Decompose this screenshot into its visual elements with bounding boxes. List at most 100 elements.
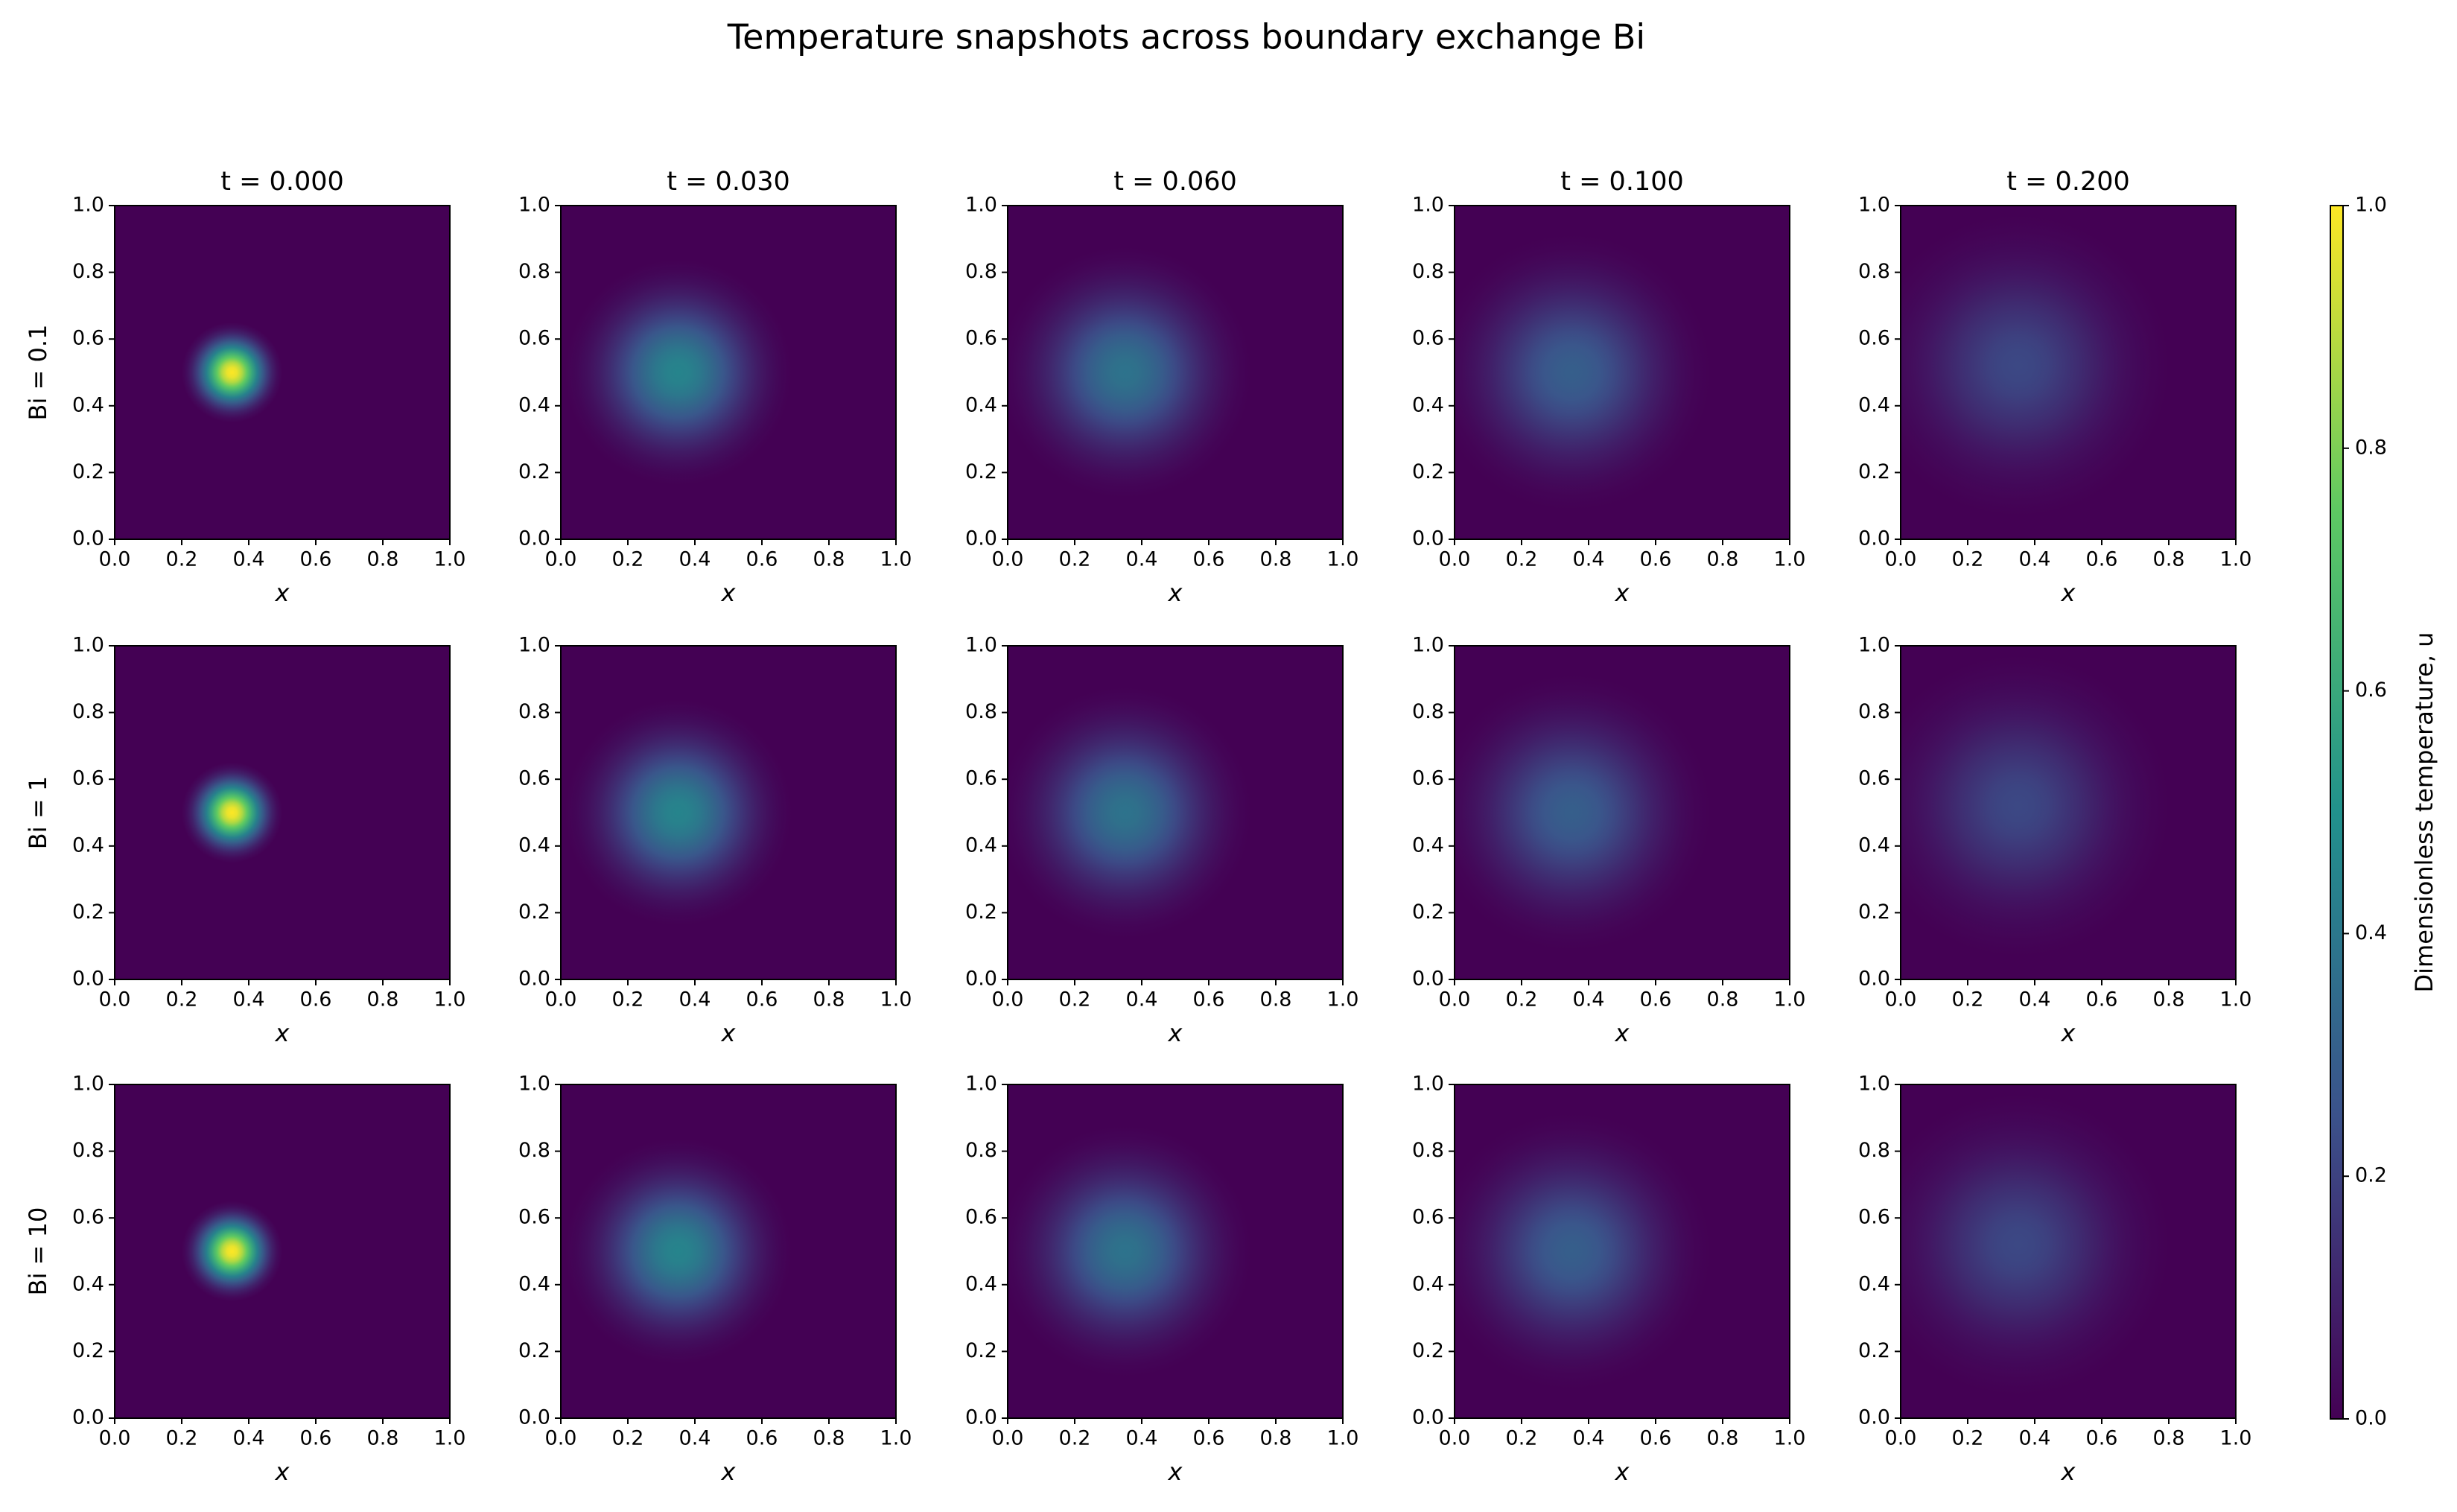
x-tick-label: 0.0 bbox=[1885, 548, 1917, 571]
x-tick-label: 1.0 bbox=[1774, 1427, 1806, 1450]
x-tick-label: 0.8 bbox=[1707, 988, 1739, 1011]
y-tick-label: 0.4 bbox=[1412, 833, 1444, 857]
x-axis-label: x bbox=[721, 579, 737, 607]
x-tick-label: 0.6 bbox=[1193, 548, 1225, 571]
y-tick-label: 0.8 bbox=[1412, 260, 1444, 283]
x-tick-label: 0.8 bbox=[1260, 548, 1292, 571]
x-tick-label: 0.2 bbox=[166, 988, 198, 1011]
x-tick-label: 1.0 bbox=[880, 1427, 912, 1450]
x-axis-label: x bbox=[2061, 579, 2076, 607]
axes-frame bbox=[1900, 205, 2237, 540]
y-tick-label: 0.2 bbox=[965, 1339, 997, 1362]
axes-frame bbox=[560, 205, 897, 540]
x-axis-label: x bbox=[1615, 1019, 1630, 1047]
panel-title: t = 0.100 bbox=[1560, 167, 1684, 197]
x-tick-label: 0.6 bbox=[300, 1427, 332, 1450]
x-tick-label: 0.0 bbox=[1885, 1427, 1917, 1450]
x-axis-label: x bbox=[2061, 1019, 2076, 1047]
axes-frame bbox=[114, 1084, 451, 1419]
x-tick-label: 0.0 bbox=[545, 548, 577, 571]
y-tick-label: 0.8 bbox=[1858, 1139, 1890, 1162]
y-tick-label: 0.2 bbox=[1858, 1339, 1890, 1362]
x-tick-label: 0.4 bbox=[1573, 548, 1605, 571]
x-tick-label: 0.0 bbox=[1439, 1427, 1471, 1450]
y-tick-label: 1.0 bbox=[1412, 634, 1444, 657]
x-tick-label: 1.0 bbox=[1327, 548, 1359, 571]
x-tick-label: 0.4 bbox=[2019, 548, 2051, 571]
y-tick-label: 0.2 bbox=[965, 460, 997, 483]
y-tick-label: 0.6 bbox=[965, 767, 997, 790]
y-tick-label: 0.6 bbox=[965, 327, 997, 350]
x-axis-label: x bbox=[721, 1019, 737, 1047]
x-tick-label: 0.4 bbox=[233, 1427, 265, 1450]
y-axis-label: Bi = 0.1 bbox=[24, 325, 52, 421]
x-tick-label: 0.6 bbox=[1640, 1427, 1672, 1450]
x-tick-label: 0.2 bbox=[1506, 988, 1538, 1011]
y-tick-label: 0.4 bbox=[72, 393, 104, 416]
x-tick-label: 0.6 bbox=[300, 988, 332, 1011]
colorbar bbox=[2330, 205, 2344, 1420]
x-tick-label: 0.0 bbox=[99, 548, 131, 571]
y-tick-label: 0.6 bbox=[965, 1206, 997, 1229]
y-tick-label: 1.0 bbox=[1858, 634, 1890, 657]
x-tick-label: 0.8 bbox=[2153, 1427, 2185, 1450]
y-tick-label: 0.0 bbox=[1412, 527, 1444, 550]
heat-blob bbox=[565, 1138, 792, 1365]
y-tick-label: 0.8 bbox=[72, 260, 104, 283]
heat-blob bbox=[565, 699, 792, 926]
axes-frame bbox=[114, 205, 451, 540]
x-tick-label: 0.0 bbox=[1439, 988, 1471, 1011]
axes-frame bbox=[114, 645, 451, 980]
x-tick-label: 0.0 bbox=[1885, 988, 1917, 1011]
heat-blob bbox=[1455, 675, 1711, 950]
x-tick-label: 0.0 bbox=[992, 988, 1024, 1011]
y-tick-label: 1.0 bbox=[965, 634, 997, 657]
y-tick-label: 0.8 bbox=[1412, 1139, 1444, 1162]
y-tick-label: 1.0 bbox=[72, 634, 104, 657]
y-tick-label: 1.0 bbox=[1412, 1073, 1444, 1096]
y-tick-label: 1.0 bbox=[965, 1073, 997, 1096]
y-tick-label: 0.8 bbox=[518, 1139, 550, 1162]
x-tick-label: 0.8 bbox=[813, 548, 845, 571]
x-tick-label: 0.0 bbox=[992, 548, 1024, 571]
y-tick-label: 0.4 bbox=[1412, 1272, 1444, 1295]
colorbar-label: Dimensionless temperature, u bbox=[2410, 632, 2438, 993]
y-tick-label: 0.8 bbox=[1412, 700, 1444, 723]
y-tick-label: 0.8 bbox=[72, 1139, 104, 1162]
colorbar-tick-label: 0.2 bbox=[2355, 1164, 2387, 1187]
y-tick-label: 0.2 bbox=[1858, 460, 1890, 483]
axes-frame bbox=[1454, 205, 1790, 540]
x-tick-label: 0.6 bbox=[300, 548, 332, 571]
y-tick-label: 1.0 bbox=[72, 1073, 104, 1096]
x-tick-label: 0.6 bbox=[1193, 988, 1225, 1011]
y-tick-label: 0.0 bbox=[1412, 1406, 1444, 1429]
x-tick-label: 0.8 bbox=[2153, 548, 2185, 571]
y-tick-label: 0.8 bbox=[1858, 700, 1890, 723]
y-tick-label: 0.4 bbox=[1858, 833, 1890, 857]
y-tick-label: 1.0 bbox=[518, 634, 550, 657]
y-tick-label: 0.8 bbox=[518, 700, 550, 723]
y-tick-label: 0.6 bbox=[72, 767, 104, 790]
heat-blob bbox=[182, 1201, 282, 1302]
y-tick-label: 0.2 bbox=[1858, 900, 1890, 924]
y-tick-label: 1.0 bbox=[1412, 194, 1444, 217]
y-tick-label: 0.8 bbox=[965, 260, 997, 283]
x-tick-label: 0.4 bbox=[1126, 988, 1158, 1011]
x-tick-label: 0.2 bbox=[1952, 548, 1984, 571]
axes-frame bbox=[560, 1084, 897, 1419]
x-axis-label: x bbox=[275, 579, 290, 607]
y-tick-label: 1.0 bbox=[72, 194, 104, 217]
y-tick-label: 0.0 bbox=[1412, 968, 1444, 991]
y-tick-label: 0.6 bbox=[1858, 327, 1890, 350]
axes-frame bbox=[1007, 645, 1344, 980]
axes-frame bbox=[1454, 1084, 1790, 1419]
heat-blob bbox=[1901, 215, 2169, 516]
y-tick-label: 0.2 bbox=[518, 1339, 550, 1362]
x-tick-label: 1.0 bbox=[2220, 988, 2252, 1011]
y-tick-label: 0.4 bbox=[965, 1272, 997, 1295]
y-tick-label: 0.0 bbox=[72, 968, 104, 991]
axes-frame bbox=[1900, 1084, 2237, 1419]
axes-frame bbox=[1454, 645, 1790, 980]
x-tick-label: 0.2 bbox=[1506, 548, 1538, 571]
